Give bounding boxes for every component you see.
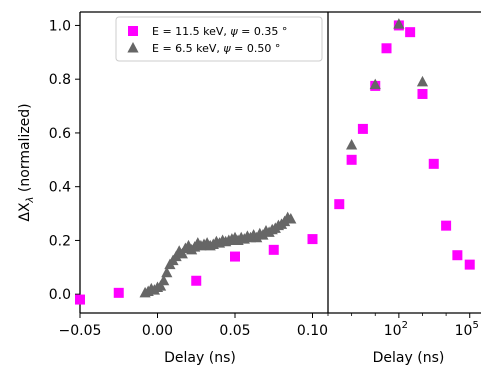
data-point-triangle <box>393 18 405 29</box>
legend-label-symbol: ψ <box>223 42 231 55</box>
legend-label-symbol: ψ <box>230 25 238 38</box>
y-tick-label: 0.2 <box>49 233 71 249</box>
legend-label: E = 11.5 keV, ψ = 0.35 ° <box>152 25 287 38</box>
data-point-triangle <box>158 274 170 286</box>
legend-label-text: E = 6.5 keV, <box>152 42 223 55</box>
data-point-square <box>441 220 452 231</box>
x-tick-label: 105 <box>455 320 479 339</box>
x-tick-label: 0.00 <box>142 323 173 339</box>
data-point-triangle <box>176 247 188 259</box>
y-axis-label-suffix: (normalized) <box>17 103 33 196</box>
legend: E = 11.5 keV, ψ = 0.35 ° E = 6.5 keV, ψ =… <box>115 16 323 62</box>
data-point-triangle <box>285 212 297 224</box>
panel-linear-delay: 0.0 0.2 0.4 0.6 0.8 1.0 −0.05 0.00 0.05 0.10 Delay… <box>17 11 328 366</box>
data-point-square <box>113 287 124 298</box>
data-point-square <box>428 158 439 169</box>
data-point-square <box>75 294 85 305</box>
x-tick-label-exponent: 2 <box>402 320 408 331</box>
y-tick-label: 1.0 <box>49 18 71 34</box>
data-point-triangle <box>170 250 182 262</box>
data-point-triangle <box>161 266 173 278</box>
legend-label-value: = 0.50 ° <box>231 42 281 55</box>
y-axis-label-subscript: λ <box>25 197 36 204</box>
x-tick-label-base: 10 <box>384 323 402 339</box>
data-point-square <box>334 199 345 210</box>
y-tick-label: 0.6 <box>49 126 71 142</box>
data-point-square <box>230 251 240 262</box>
legend-marker-square <box>128 26 138 36</box>
data-point-square <box>307 234 318 245</box>
y-tick-label: 0.0 <box>49 287 71 303</box>
y-axis-label: ΔXλ (normalized) <box>17 103 36 221</box>
x-axis-label: Delay (ns) <box>373 350 445 366</box>
data-point-square <box>381 43 392 54</box>
data-point-square <box>452 250 463 261</box>
data-point-triangle <box>369 78 381 90</box>
data-point-triangle <box>155 280 167 291</box>
legend-marker-triangle <box>127 42 139 53</box>
data-point-triangle <box>416 75 429 87</box>
legend-label: E = 6.5 keV, ψ = 0.50 ° <box>152 42 280 55</box>
y-axis-label-main: ΔX <box>17 202 33 222</box>
data-point-square <box>357 123 368 134</box>
x-tick-label-base: 10 <box>455 323 473 339</box>
data-point-square <box>191 275 202 286</box>
data-point-square <box>346 154 357 165</box>
y-tick-label: 0.4 <box>49 180 71 196</box>
x-tick-label: 0.05 <box>219 323 250 339</box>
x-tick-label: 102 <box>384 320 408 339</box>
data-point-square <box>464 259 475 270</box>
data-point-square <box>417 88 428 99</box>
x-tick-label-exponent: 5 <box>472 320 478 331</box>
x-tick-label: 0.10 <box>297 323 328 339</box>
data-point-triangle <box>346 139 358 150</box>
legend-label-text: E = 11.5 keV, <box>152 25 230 38</box>
data-point-square <box>268 244 279 255</box>
y-tick-label: 0.8 <box>49 72 71 88</box>
x-tick-label: −0.05 <box>59 323 102 339</box>
legend-frame <box>115 16 323 62</box>
legend-label-value: = 0.35 ° <box>238 25 288 38</box>
x-axis-label: Delay (ns) <box>164 350 236 366</box>
data-point-square <box>405 27 416 38</box>
